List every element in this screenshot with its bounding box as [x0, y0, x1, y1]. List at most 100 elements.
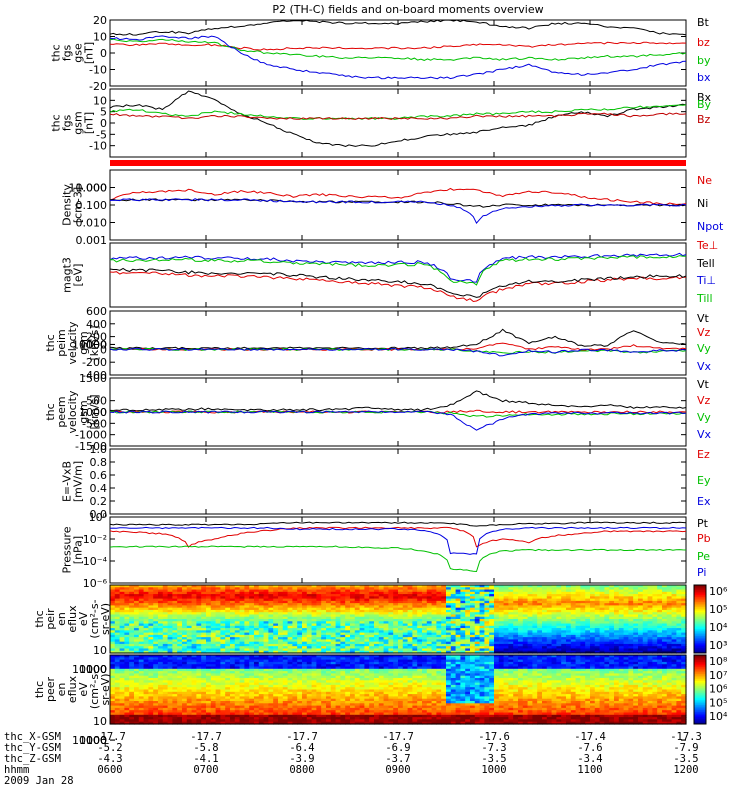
spectrogram-cell — [364, 603, 370, 606]
spectrogram-cell — [196, 600, 202, 604]
legend-Ex: Ex — [697, 495, 711, 508]
spectrogram-cell — [148, 646, 154, 650]
legend-Te⊥: Te⊥ — [696, 239, 718, 252]
spectrogram-cell — [167, 664, 173, 668]
spectrogram-cell — [124, 682, 130, 686]
spectrogram-cell — [138, 682, 145, 686]
spectrogram-cell — [465, 600, 471, 604]
spectrogram-cell — [647, 648, 653, 652]
spectrogram-cell — [671, 609, 677, 613]
spectrogram-cell — [638, 609, 644, 613]
spectrogram-cell — [158, 639, 164, 643]
spectrogram-cell — [503, 591, 509, 595]
spectrogram-cell — [460, 637, 466, 640]
spectrogram-cell — [470, 612, 476, 616]
spectrogram-cell — [167, 721, 173, 725]
y-tick-label: 10⁻² — [83, 533, 107, 546]
colorbar-step — [694, 636, 706, 639]
spectrogram-cell — [638, 625, 644, 629]
spectrogram-cell — [110, 596, 116, 600]
spectrogram-cell — [402, 623, 409, 627]
y-tick-label: 500 — [86, 395, 107, 408]
spectrogram-cell — [604, 605, 610, 609]
spectrogram-cell — [330, 600, 337, 604]
spectrogram-cell — [388, 596, 394, 600]
spectrogram-cell — [441, 630, 447, 634]
spectrogram-cell — [124, 675, 130, 679]
spectrogram-cell — [498, 603, 505, 606]
spectrogram-cell — [575, 641, 581, 645]
spectrogram-cell — [455, 621, 461, 625]
spectrogram-cell — [522, 630, 529, 634]
spectrogram-cell — [225, 717, 231, 720]
spectrogram-cell — [575, 603, 581, 606]
spectrogram-cell — [172, 671, 178, 674]
spectrogram-cell — [498, 591, 505, 595]
series-Ti⊥-line — [109, 252, 687, 283]
spectrogram-cell — [642, 589, 649, 593]
spectrogram-cell — [119, 698, 125, 702]
spectrogram-cell — [513, 650, 519, 654]
spectrogram-cell — [302, 639, 308, 643]
y-tick-label: 0.6 — [90, 469, 108, 482]
spectrogram-cell — [364, 605, 370, 609]
spectrogram-cell — [225, 639, 231, 643]
spectrogram-cell — [527, 625, 533, 629]
spectrogram-cell — [335, 634, 341, 638]
spectrogram-cell — [158, 591, 164, 595]
spectrogram-cell — [542, 637, 548, 640]
spectrogram-cell — [311, 643, 317, 647]
spectrogram-cell — [633, 605, 639, 609]
spectrogram-cell — [364, 589, 370, 593]
spectrogram-cell — [570, 594, 577, 597]
spectrogram-cell — [354, 591, 361, 595]
spectrogram-cell — [302, 587, 308, 591]
spectrogram-cell — [316, 648, 322, 652]
spectrogram-cell — [542, 603, 548, 606]
spectrogram-cell — [652, 632, 658, 636]
spectrogram-cell — [378, 632, 385, 636]
spectrogram-cell — [662, 637, 668, 640]
spectrogram-cell — [628, 648, 634, 652]
spectrogram-cell — [148, 655, 154, 658]
spectrogram-cell — [354, 596, 361, 600]
spectrogram-cell — [446, 591, 452, 595]
spectrogram-cell — [143, 598, 149, 602]
spectrogram-cell — [369, 607, 375, 611]
spectrogram-cell — [498, 637, 505, 640]
spectrogram-cell — [580, 639, 586, 643]
spectrogram-cell — [172, 687, 178, 691]
spectrogram-cell — [426, 643, 433, 647]
spectrogram-cell — [191, 714, 197, 718]
spectrogram-cell — [369, 587, 375, 591]
y-tick-label: 0.0 — [90, 508, 108, 521]
spectrogram-cell — [503, 621, 509, 625]
spectrogram-cell — [191, 691, 197, 695]
spectrogram-cell — [215, 689, 221, 693]
spectrogram-cell — [129, 648, 135, 652]
spectrogram-cell — [652, 648, 658, 652]
spectrogram-cell — [258, 655, 265, 658]
spectrogram-cell — [662, 623, 668, 627]
spectrogram-cell — [234, 594, 241, 597]
spectrogram-cell — [330, 646, 337, 650]
spectrogram-cell — [177, 691, 183, 695]
spectrogram-cell — [446, 603, 452, 606]
spectrogram-cell — [230, 637, 236, 640]
spectrogram-cell — [412, 589, 418, 593]
spectrogram-cell — [119, 689, 125, 693]
spectrogram-cell — [119, 701, 125, 704]
spectrogram-cell — [153, 637, 159, 640]
spectrogram-cell — [412, 614, 418, 618]
spectrogram-cell — [234, 646, 241, 650]
spectrogram-cell — [306, 616, 313, 620]
spectrogram-cell — [158, 661, 164, 665]
spectrogram-cell — [273, 589, 279, 593]
spectrogram-cell — [230, 689, 236, 693]
spectrogram-cell — [177, 621, 183, 625]
spectrogram-cell — [671, 596, 677, 600]
spectrogram-cell — [138, 684, 145, 688]
spectrogram-cell — [335, 641, 341, 645]
spectrogram-cell — [436, 628, 442, 631]
spectrogram-cell — [134, 600, 140, 604]
